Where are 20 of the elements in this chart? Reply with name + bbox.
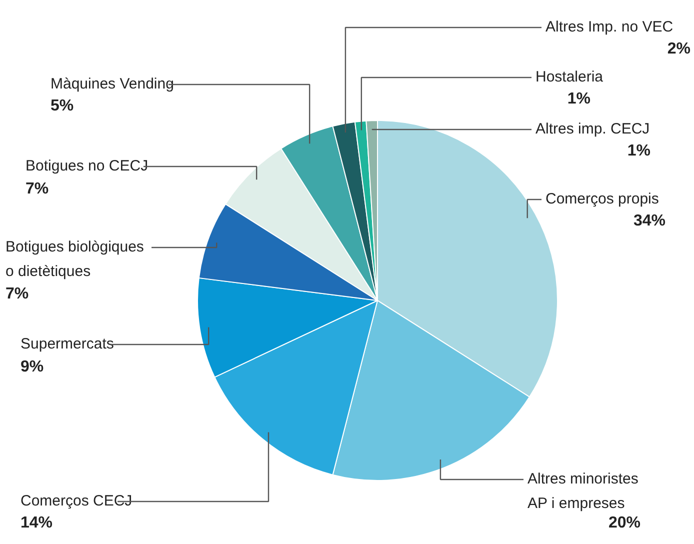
data-label: 1% <box>627 142 650 160</box>
slice-label: Hostaleria <box>536 68 604 86</box>
slice-label: Màquines Vending <box>50 76 174 92</box>
slice-label: Altres Imp. no VEC <box>546 18 674 36</box>
slice-label: Altres minoristes AP i empreses <box>528 470 638 512</box>
data-label: 14% <box>20 514 53 532</box>
data-label: 9% <box>20 358 44 376</box>
data-label: 5% <box>50 98 74 114</box>
slice-label: Supermercats <box>20 336 114 352</box>
data-label: 1% <box>567 90 590 108</box>
slice-label: Comerços propis <box>546 190 659 208</box>
data-label: 34% <box>633 212 666 230</box>
slice-label: Botigues biològiques o dietètiques <box>6 238 144 280</box>
data-label: 20% <box>608 514 641 532</box>
slice-label: Altres imp. CECJ <box>536 120 650 138</box>
slice-label: Botigues no CECJ <box>26 158 148 174</box>
data-label: 2% <box>667 40 690 58</box>
data-label: 7% <box>6 286 29 302</box>
data-label: 7% <box>26 180 49 198</box>
slice-label: Comerços CECJ <box>20 492 132 510</box>
